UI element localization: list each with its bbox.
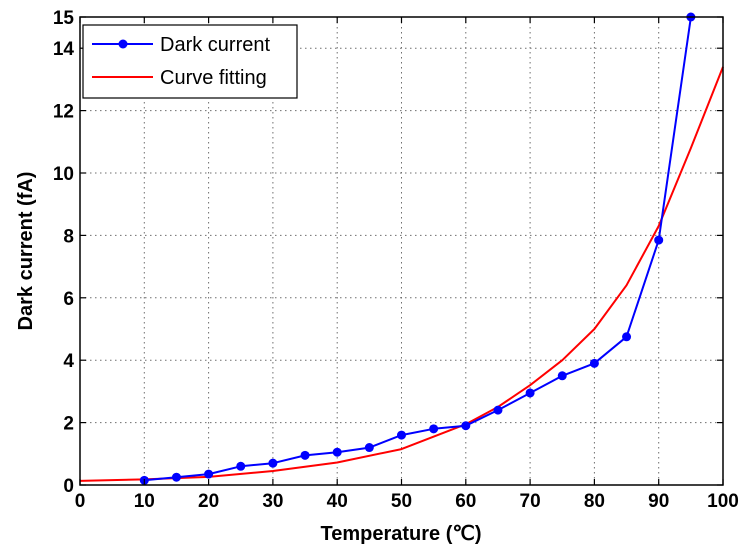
- x-tick-label: 60: [455, 491, 476, 512]
- legend-marker-dark-current: [118, 39, 128, 49]
- data-point-dark-current: [300, 450, 310, 460]
- data-point-dark-current: [171, 472, 181, 482]
- series-layer: [79, 12, 724, 485]
- legend-label-dark-current: Dark current: [160, 34, 270, 56]
- x-axis-title: Temperature (℃): [320, 523, 481, 545]
- x-tick-label: 90: [648, 491, 669, 512]
- y-tick-label: 8: [63, 226, 74, 247]
- x-tick-labels: 0 10 20 30 40 50 60 70 80 90 100: [75, 491, 739, 512]
- x-tick-label: 80: [584, 491, 605, 512]
- y-tick-label: 4: [63, 351, 74, 372]
- y-axis-title: Dark current (fA): [15, 172, 37, 331]
- y-tick-label: 6: [63, 289, 74, 310]
- data-point-dark-current: [332, 447, 342, 457]
- data-point-dark-current: [204, 469, 214, 479]
- y-tick-label: 12: [53, 102, 74, 123]
- y-tick-labels: 0 2 4 6 8 10 12 14 15: [53, 8, 75, 497]
- x-tick-label: 0: [75, 491, 86, 512]
- data-point-dark-current: [429, 424, 439, 434]
- data-point-dark-current: [364, 443, 374, 453]
- data-point-dark-current: [622, 332, 632, 342]
- x-tick-label: 70: [520, 491, 541, 512]
- data-point-dark-current: [236, 461, 246, 471]
- x-tick-label: 50: [391, 491, 412, 512]
- data-point-dark-current: [557, 371, 567, 381]
- data-point-dark-current: [654, 235, 664, 245]
- y-tick-label: 2: [63, 414, 74, 435]
- legend-label-curve-fitting: Curve fitting: [160, 67, 267, 89]
- legend-box: [82, 24, 298, 99]
- y-tick-label: 10: [53, 164, 74, 185]
- data-point-dark-current: [525, 388, 535, 398]
- series-line-dark-current: [144, 16, 692, 482]
- data-point-dark-current: [493, 405, 503, 415]
- grid: [80, 17, 723, 485]
- y-tick-label: 15: [53, 8, 75, 29]
- x-tick-label: 10: [134, 491, 155, 512]
- legend: Dark current Curve fitting: [82, 24, 298, 99]
- data-point-dark-current: [397, 430, 406, 440]
- x-tick-label: 30: [262, 491, 283, 512]
- data-point-dark-current: [268, 458, 278, 468]
- axis-ticks: [79, 16, 724, 486]
- data-point-dark-current: [589, 358, 599, 368]
- data-point-dark-current: [461, 421, 471, 431]
- x-tick-label: 40: [327, 491, 348, 512]
- x-tick-label: 100: [707, 491, 739, 512]
- y-tick-label: 0: [63, 476, 74, 497]
- y-tick-label: 14: [53, 39, 75, 60]
- x-tick-label: 20: [198, 491, 219, 512]
